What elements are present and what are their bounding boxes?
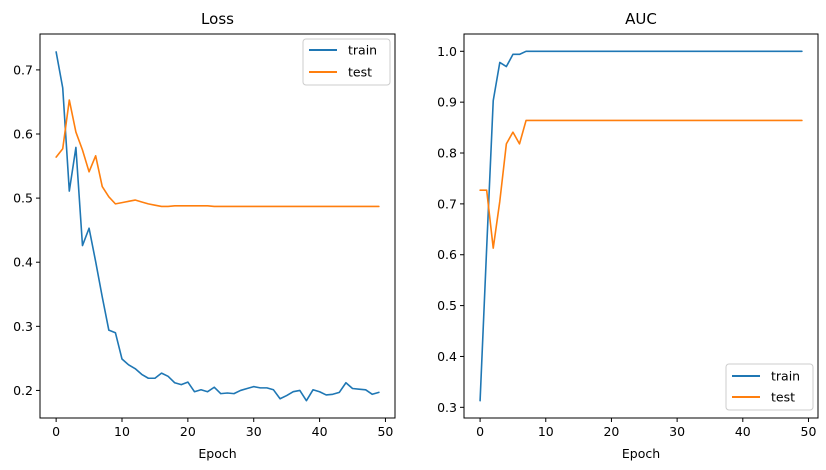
- series-line-train: [479, 50, 803, 402]
- series-lines: [479, 50, 803, 402]
- x-tick-label: 50: [801, 424, 817, 439]
- y-tick-label: 1.0: [437, 44, 457, 59]
- chart-title: AUC: [625, 10, 657, 28]
- auc-chart: AUC Epoch 0 10 20 30 40 50 0.3 0.4 0.5 0.6 0.7 0.8…: [437, 10, 819, 461]
- legend: train test: [302, 38, 391, 86]
- plot-area: [463, 33, 819, 419]
- y-tick-label: 0.6: [437, 247, 457, 262]
- x-tick-label: 30: [246, 424, 262, 439]
- x-tick-label: 40: [735, 424, 751, 439]
- x-tick-label: 20: [603, 424, 619, 439]
- x-axis-label: Epoch: [198, 446, 236, 461]
- series-line-test: [55, 99, 380, 208]
- y-tick-label: 0.7: [13, 62, 33, 77]
- y-tick-label: 0.3: [13, 319, 33, 334]
- y-tick-label: 0.6: [13, 127, 33, 142]
- y-tick-label: 0.2: [13, 383, 33, 398]
- y-tick-label: 0.5: [437, 298, 457, 313]
- chart-title: Loss: [201, 10, 234, 28]
- loss-chart: Loss Epoch 0 10 20 30 40 50 0.20.30.40.50.60.…: [13, 10, 396, 461]
- plot-area: [39, 33, 396, 419]
- x-tick-label: 40: [312, 424, 328, 439]
- x-axis-ticks: 0 10 20 30 40 50: [476, 418, 816, 439]
- series-line-test: [479, 119, 803, 249]
- x-axis-label: Epoch: [622, 446, 660, 461]
- x-tick-label: 0: [52, 424, 60, 439]
- series-line-train: [55, 51, 380, 402]
- y-tick-label: 0.9: [437, 95, 457, 110]
- y-tick-label: 0.8: [437, 146, 457, 161]
- x-tick-label: 20: [180, 424, 196, 439]
- y-axis-ticks: 0.3 0.4 0.5 0.6 0.7 0.8 0.9 1.0: [437, 44, 464, 415]
- x-tick-label: 0: [476, 424, 484, 439]
- x-tick-label: 10: [114, 424, 130, 439]
- y-tick-label: 0.4: [437, 349, 457, 364]
- x-tick-label: 30: [669, 424, 685, 439]
- y-tick-label: 0.3: [437, 400, 457, 415]
- x-axis-ticks: 0 10 20 30 40 50: [52, 418, 393, 439]
- legend-label-train: train: [771, 369, 800, 384]
- legend-label-test: test: [348, 65, 372, 80]
- y-tick-label: 0.7: [437, 196, 457, 211]
- y-tick-label: 0.5: [13, 191, 33, 206]
- legend-label-test: test: [771, 390, 795, 405]
- x-tick-label: 10: [538, 424, 554, 439]
- legend: train test: [725, 363, 814, 411]
- legend-label-train: train: [348, 43, 377, 58]
- x-tick-label: 50: [377, 424, 393, 439]
- series-lines: [55, 51, 380, 402]
- y-axis-ticks: 0.2 0.3 0.4 0.5 0.6 0.7: [13, 62, 40, 398]
- y-tick-label: 0.4: [13, 255, 33, 270]
